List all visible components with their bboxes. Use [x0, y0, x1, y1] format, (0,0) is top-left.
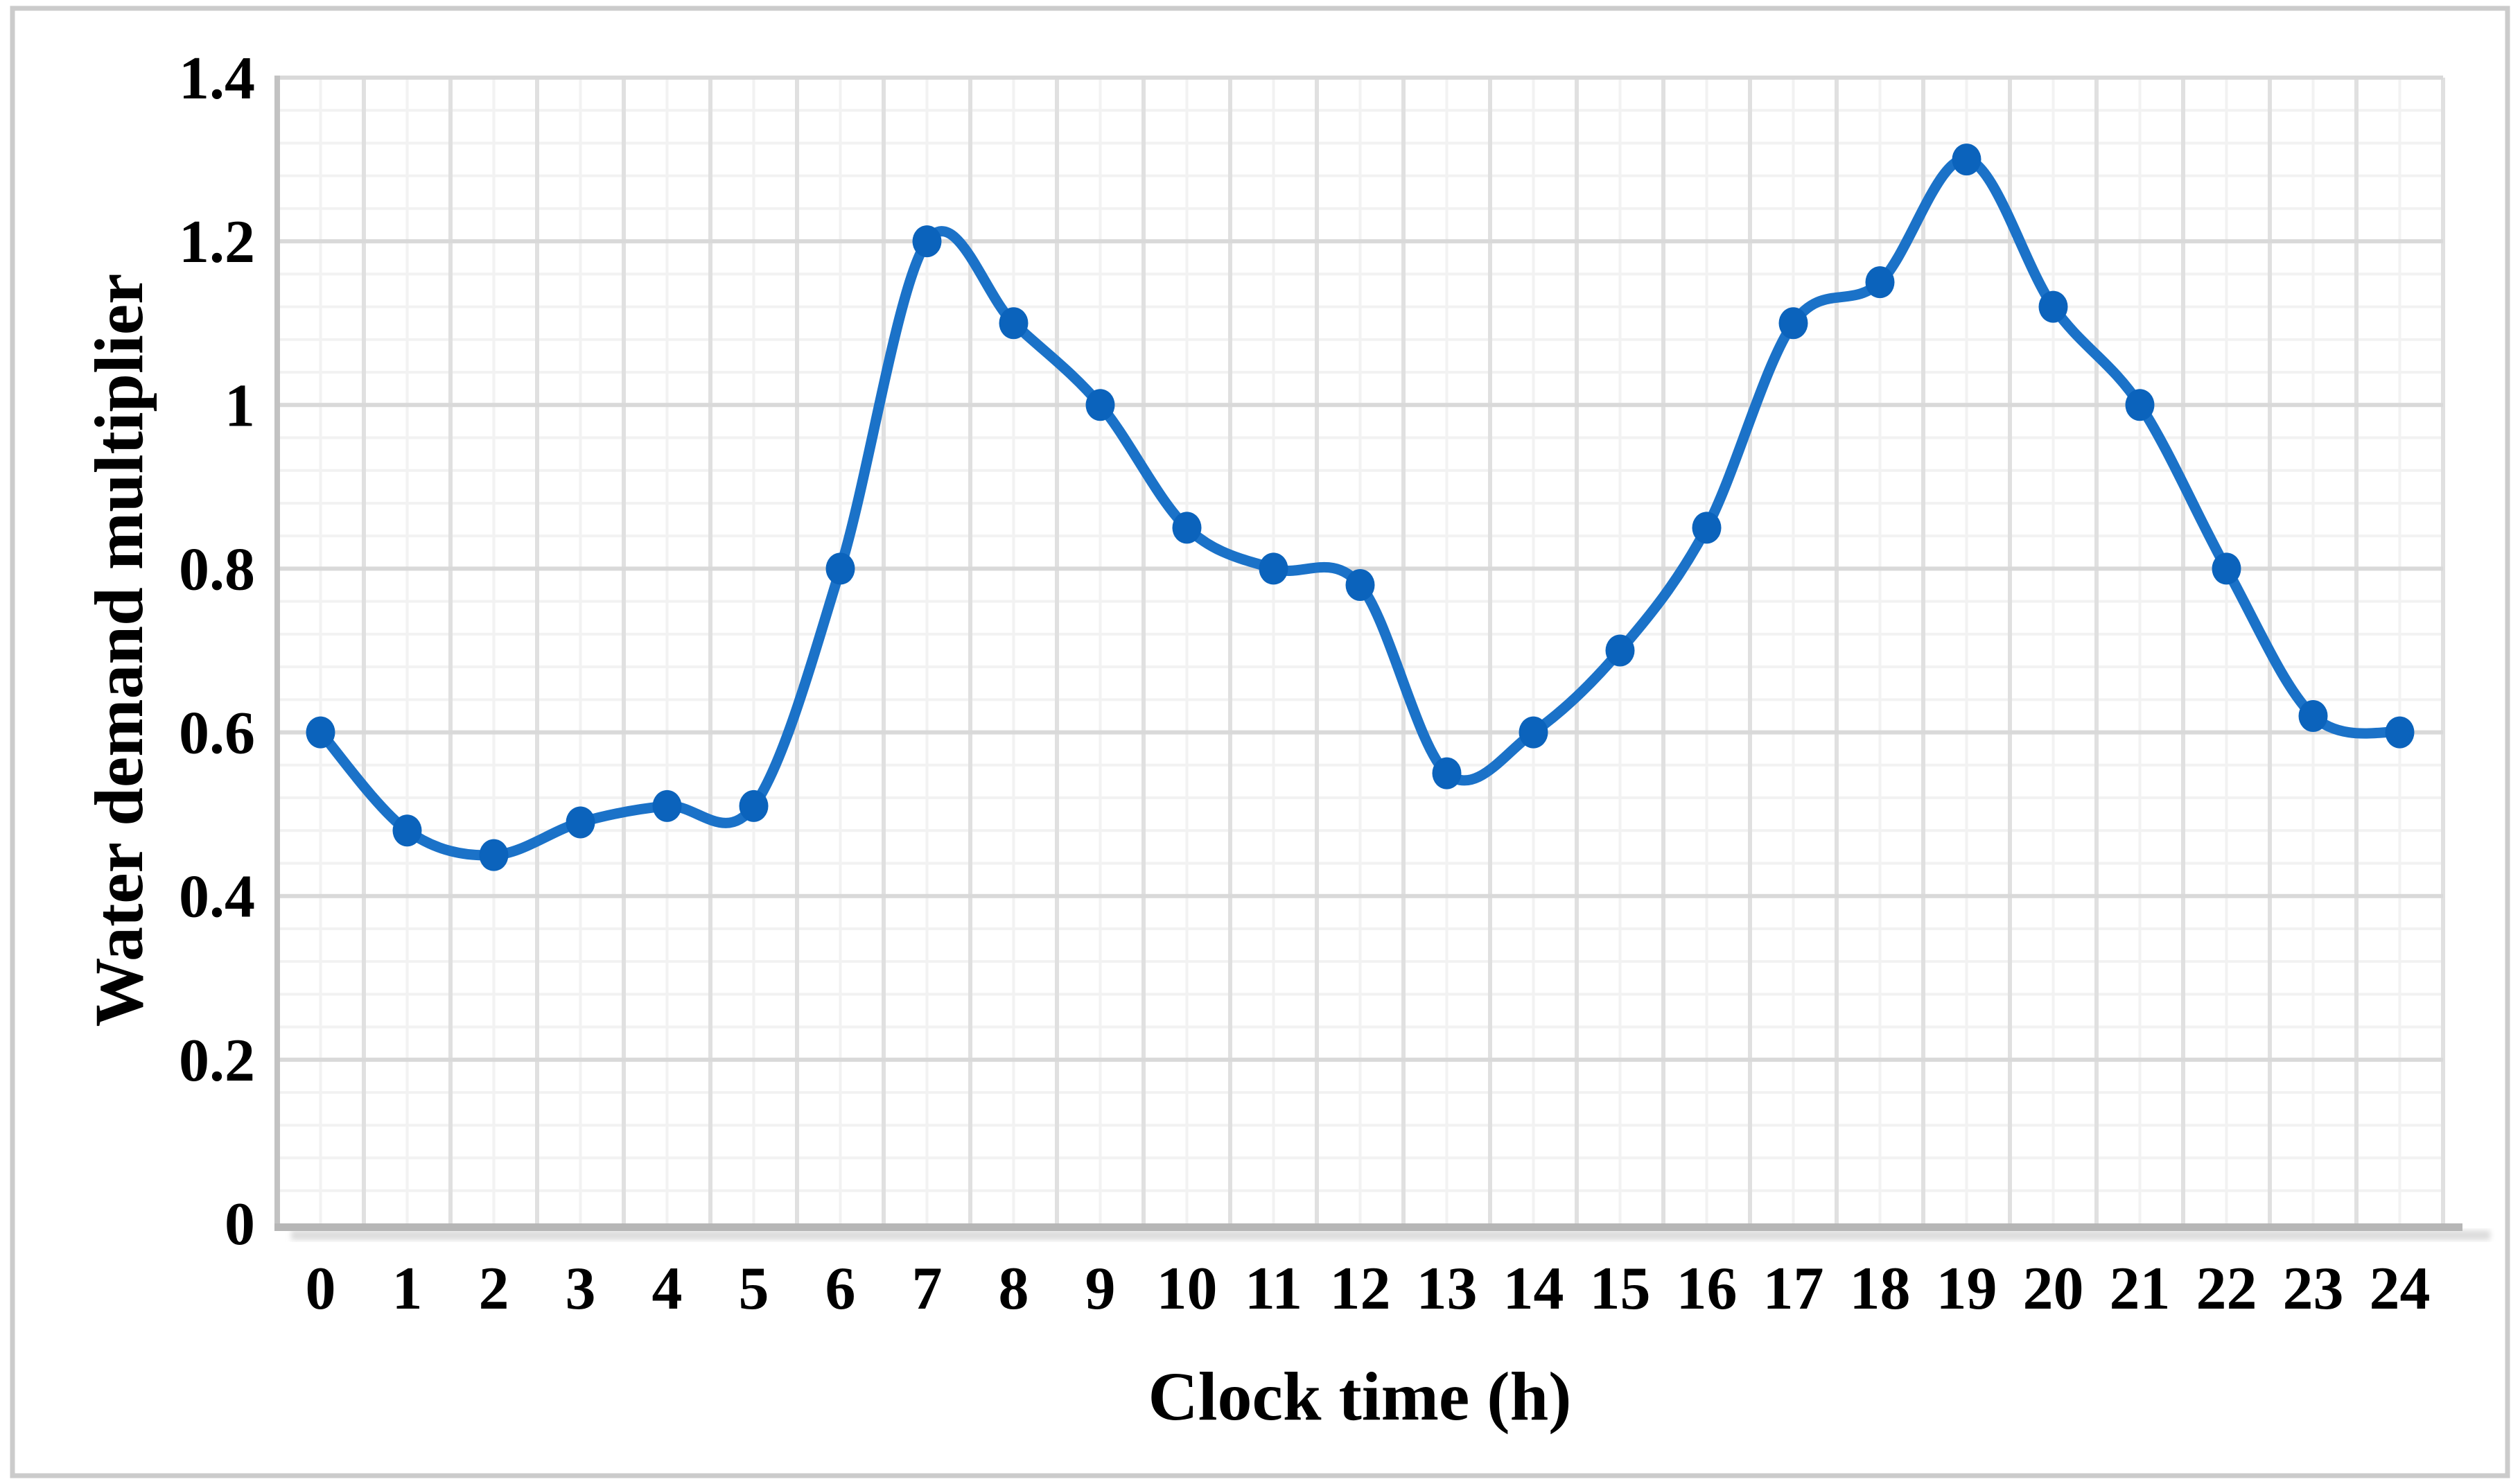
data-point-hour-14 — [1519, 716, 1548, 749]
data-point-hour-20 — [2038, 290, 2068, 323]
x-tick-22: 22 — [2196, 1255, 2257, 1322]
x-tick-2: 2 — [479, 1255, 509, 1322]
data-point-hour-11 — [1259, 552, 1288, 585]
x-tick-3: 3 — [566, 1255, 596, 1322]
y-tick-1.2: 1.2 — [179, 209, 255, 276]
data-point-hour-6 — [825, 552, 855, 585]
data-point-hour-9 — [1085, 389, 1115, 421]
x-tick-10: 10 — [1157, 1255, 1218, 1322]
data-point-hour-19 — [1952, 143, 1981, 176]
x-tick-9: 9 — [1085, 1255, 1116, 1322]
x-tick-5: 5 — [739, 1255, 769, 1322]
data-point-hour-5 — [739, 789, 769, 822]
data-point-hour-10 — [1172, 512, 1202, 544]
data-point-hour-13 — [1432, 757, 1462, 789]
y-tick-1: 1 — [225, 372, 255, 439]
x-tick-11: 11 — [1245, 1255, 1302, 1322]
x-tick-19: 19 — [1936, 1255, 1997, 1322]
y-tick-0.4: 0.4 — [179, 864, 255, 931]
y-tick-0.6: 0.6 — [179, 700, 255, 767]
x-tick-21: 21 — [2110, 1255, 2171, 1322]
x-tick-16: 16 — [1677, 1255, 1738, 1322]
x-tick-1: 1 — [392, 1255, 423, 1322]
data-point-hour-17 — [1778, 307, 1808, 340]
data-point-hour-18 — [1865, 266, 1895, 299]
data-point-hour-15 — [1605, 634, 1635, 667]
x-tick-14: 14 — [1503, 1255, 1564, 1322]
x-tick-12: 12 — [1330, 1255, 1391, 1322]
data-point-hour-3 — [566, 806, 595, 839]
x-tick-13: 13 — [1417, 1255, 1478, 1322]
data-point-hour-24 — [2385, 716, 2415, 749]
x-tick-23: 23 — [2283, 1255, 2344, 1322]
water-demand-series — [306, 143, 2415, 871]
data-point-hour-1 — [392, 814, 422, 847]
x-tick-4: 4 — [652, 1255, 683, 1322]
data-point-hour-23 — [2298, 699, 2328, 732]
x-tick-0: 0 — [306, 1255, 336, 1322]
data-point-hour-8 — [999, 307, 1029, 340]
x-tick-7: 7 — [912, 1255, 943, 1322]
y-axis-title: Water demand multiplier — [80, 273, 157, 1027]
data-point-hour-4 — [652, 789, 682, 822]
y-tick-0: 0 — [225, 1191, 255, 1258]
axis-lines — [274, 76, 2490, 1240]
x-tick-8: 8 — [999, 1255, 1029, 1322]
data-point-hour-0 — [306, 716, 335, 749]
y-tick-0.8: 0.8 — [179, 536, 255, 603]
x-tick-24: 24 — [2370, 1255, 2431, 1322]
data-point-hour-2 — [479, 839, 509, 871]
x-tick-15: 15 — [1590, 1255, 1651, 1322]
data-point-hour-21 — [2125, 389, 2155, 421]
x-tick-labels: 0 1 2 3 4 5 6 7 8 9 10 11 12 13 14 15 16 17 18 19 20 21 22 23 24 — [306, 1255, 2431, 1322]
x-tick-17: 17 — [1763, 1255, 1824, 1322]
data-point-hour-12 — [1345, 569, 1375, 602]
minor-gridlines — [277, 78, 2443, 1223]
data-point-hour-7 — [912, 225, 942, 258]
x-axis-title: Clock time (h) — [1148, 1358, 1572, 1435]
y-tick-0.2: 0.2 — [179, 1027, 255, 1094]
y-tick-labels: 0 0.2 0.4 0.6 0.8 1 1.2 1.4 — [179, 45, 255, 1258]
x-tick-18: 18 — [1850, 1255, 1911, 1322]
x-tick-6: 6 — [825, 1255, 856, 1322]
figure-border — [10, 6, 2510, 1478]
data-point-hour-16 — [1692, 512, 1722, 544]
data-point-hour-22 — [2212, 552, 2241, 585]
x-tick-20: 20 — [2023, 1255, 2084, 1322]
y-tick-1.4: 1.4 — [179, 45, 255, 112]
